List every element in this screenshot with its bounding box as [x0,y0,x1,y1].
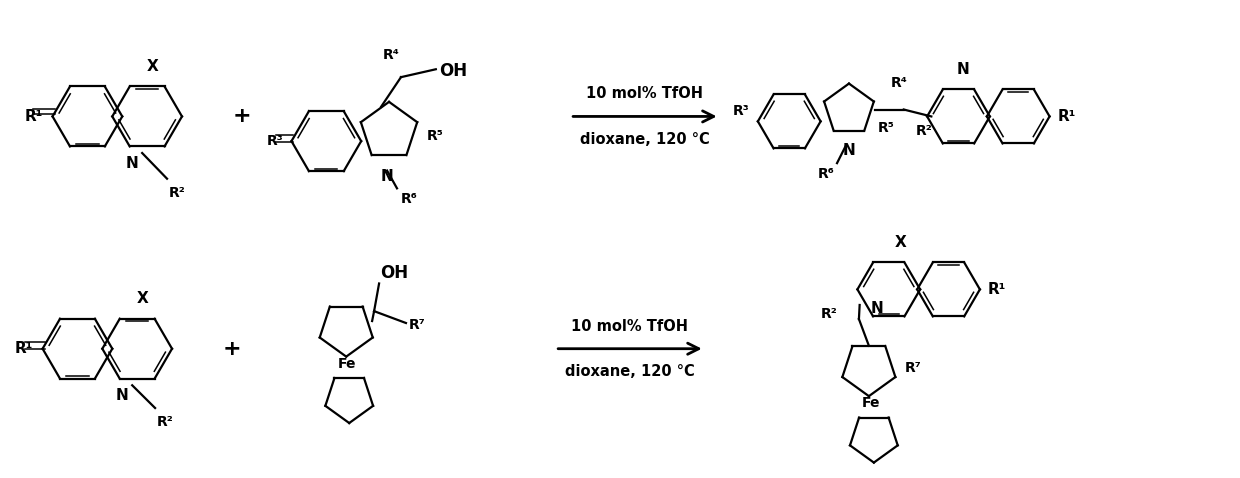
Text: Fe: Fe [339,357,356,370]
Text: R⁵: R⁵ [427,129,444,143]
Text: 10 mol% TfOH: 10 mol% TfOH [572,319,688,334]
Text: N: N [381,169,393,184]
Text: N: N [115,388,129,403]
Text: R¹: R¹ [25,109,42,124]
Text: R³: R³ [733,105,750,119]
Text: R⁵: R⁵ [878,121,895,135]
Text: OH: OH [381,263,408,282]
Text: +: + [232,107,250,127]
Text: N: N [843,143,856,158]
Text: 10 mol% TfOH: 10 mol% TfOH [587,87,703,101]
Text: R¹: R¹ [15,341,32,356]
Text: R²: R² [915,124,932,138]
Text: R²: R² [169,185,186,200]
Text: R⁷: R⁷ [905,361,921,376]
Text: dioxane, 120 °C: dioxane, 120 °C [580,131,709,147]
Text: Fe: Fe [862,396,880,410]
Text: R⁴: R⁴ [383,48,399,62]
Text: N: N [870,301,883,315]
Text: X: X [895,235,906,250]
Text: OH: OH [439,62,467,80]
Text: N: N [125,156,139,171]
Text: R⁶: R⁶ [401,192,418,206]
Text: +: + [222,339,241,358]
Text: R²: R² [821,307,837,321]
Text: X: X [146,59,157,74]
Text: dioxane, 120 °C: dioxane, 120 °C [565,364,694,379]
Text: N: N [957,63,970,77]
Text: R²: R² [157,415,174,429]
Text: R⁴: R⁴ [890,76,908,90]
Text: R⁷: R⁷ [409,318,425,332]
Text: R³: R³ [267,134,284,148]
Text: R¹: R¹ [1058,109,1076,124]
Text: R¹: R¹ [988,282,1006,297]
Text: R⁶: R⁶ [818,167,835,181]
Text: X: X [136,291,148,306]
